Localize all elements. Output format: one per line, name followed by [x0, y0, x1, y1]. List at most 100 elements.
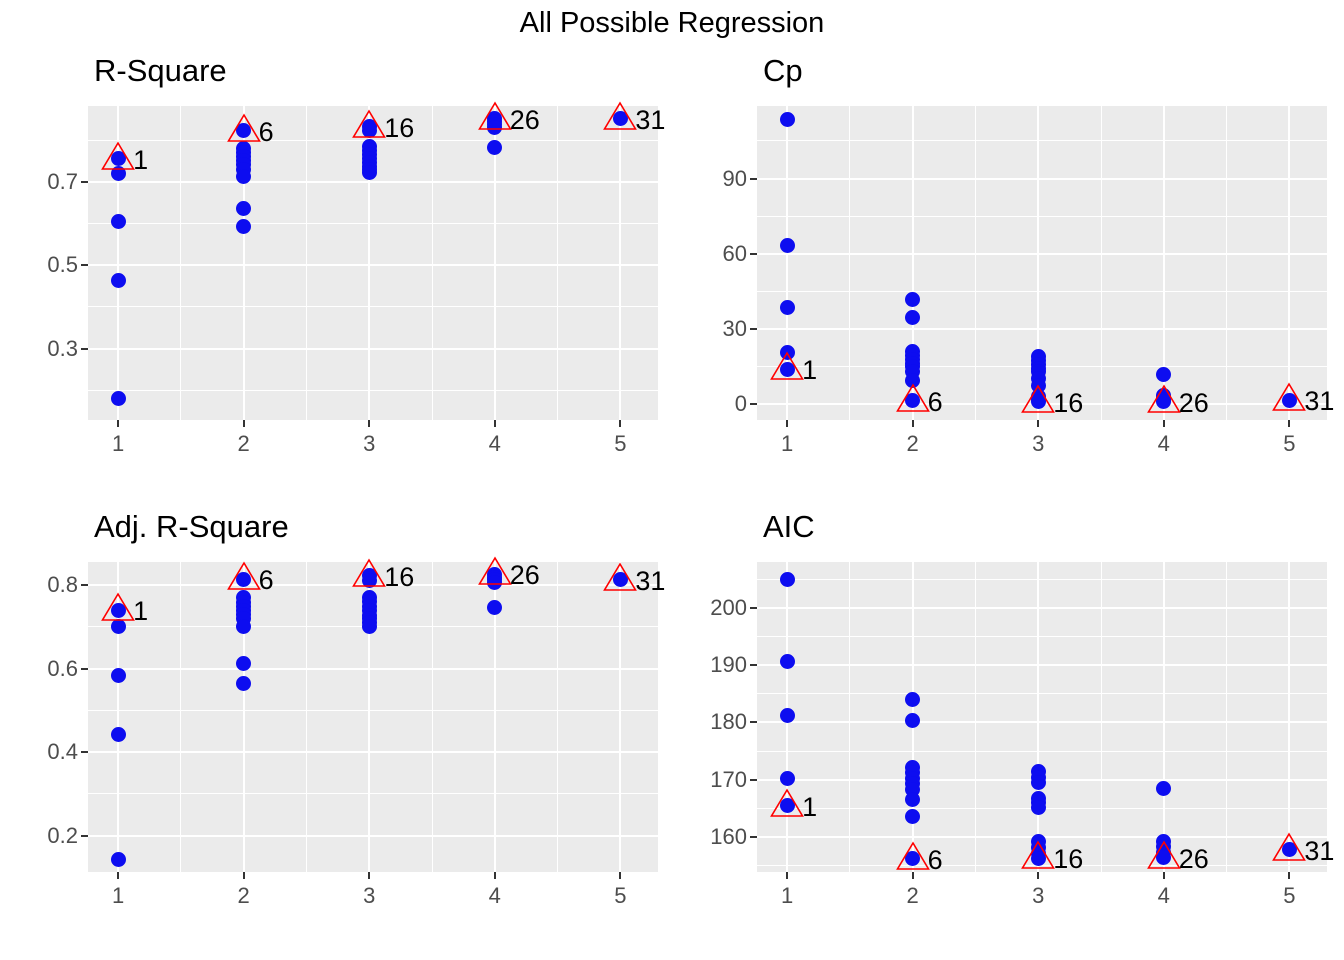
- gridline-major: [88, 834, 658, 837]
- data-point: [779, 361, 795, 377]
- gridline-minor: [974, 106, 976, 420]
- y-axis-tick: [81, 667, 88, 670]
- data-point: [110, 272, 126, 288]
- x-axis-tick: [1037, 872, 1040, 879]
- x-axis-tick: [911, 420, 914, 427]
- data-point: [110, 852, 126, 868]
- data-point: [236, 200, 252, 216]
- best-model-label: 1: [802, 355, 818, 386]
- gridline-minor: [180, 562, 182, 872]
- gridline-minor: [557, 106, 559, 420]
- x-tick-label: 1: [112, 431, 125, 456]
- best-model-triangle-icon: [1021, 840, 1056, 870]
- best-model-triangle-icon: [1272, 832, 1307, 862]
- y-axis-tick: [81, 834, 88, 837]
- x-axis-tick: [1162, 872, 1165, 879]
- gridline-minor: [1100, 562, 1102, 872]
- x-axis-tick: [117, 872, 120, 879]
- best-model-label: 16: [1053, 844, 1084, 875]
- gridline-minor: [431, 562, 433, 872]
- y-axis-tick: [81, 264, 88, 267]
- data-point: [361, 165, 377, 181]
- gridline-minor: [1226, 106, 1228, 420]
- chart-title: All Possible Regression: [519, 7, 825, 39]
- gridline-major: [757, 177, 1327, 180]
- x-tick-label: 2: [237, 431, 250, 456]
- best-model-triangle-icon: [1146, 840, 1181, 870]
- best-model-triangle-icon: [895, 841, 930, 871]
- data-point: [236, 656, 252, 672]
- y-axis-tick: [750, 403, 757, 406]
- data-point: [1030, 850, 1046, 866]
- gridline-major: [619, 562, 622, 872]
- data-point: [779, 771, 795, 787]
- data-point: [236, 168, 252, 184]
- gridline-major: [493, 106, 496, 420]
- data-point: [1156, 850, 1172, 866]
- best-model-triangle-icon: [226, 113, 261, 143]
- gridline-major: [757, 721, 1327, 724]
- gridline-major: [88, 751, 658, 754]
- y-axis-tick: [750, 606, 757, 609]
- best-model-label: 6: [258, 565, 274, 596]
- data-point: [236, 676, 252, 692]
- panel-title-cp: Cp: [763, 53, 803, 88]
- gridline-minor: [757, 140, 1327, 142]
- y-axis-tick: [750, 177, 757, 180]
- y-tick-label: 160: [710, 824, 747, 850]
- x-tick-label: 3: [1032, 431, 1045, 456]
- x-axis-tick: [1288, 420, 1291, 427]
- y-axis-tick: [750, 778, 757, 781]
- y-axis-tick: [81, 583, 88, 586]
- gridline-major: [1162, 106, 1165, 420]
- data-point: [487, 600, 503, 616]
- data-point: [905, 809, 921, 825]
- gridline-major: [493, 562, 496, 872]
- y-tick-label: 190: [710, 652, 747, 678]
- data-point: [487, 140, 503, 156]
- x-tick-label: 2: [906, 431, 919, 456]
- x-axis-tick: [786, 872, 789, 879]
- y-axis-tick: [81, 347, 88, 350]
- x-tick-label: 3: [1032, 883, 1045, 908]
- y-tick-label: 90: [722, 165, 747, 191]
- y-axis-tick: [750, 252, 757, 255]
- gridline-minor: [974, 562, 976, 872]
- data-point: [612, 111, 628, 126]
- gridline-minor: [757, 215, 1327, 217]
- data-point: [361, 618, 377, 634]
- gridline-minor: [305, 562, 307, 872]
- best-model-triangle-icon: [477, 556, 512, 586]
- data-point: [110, 602, 126, 618]
- data-point: [779, 798, 795, 814]
- y-tick-label: 0.2: [47, 822, 78, 848]
- best-model-triangle-icon: [352, 558, 387, 588]
- best-model-label: 16: [384, 112, 415, 143]
- data-point: [110, 727, 126, 743]
- gridline-minor: [180, 106, 182, 420]
- gridline-major: [1288, 106, 1291, 420]
- best-model-triangle-icon: [1146, 384, 1181, 414]
- data-point: [905, 310, 921, 326]
- y-axis-tick: [750, 721, 757, 724]
- best-model-label: 6: [927, 386, 943, 417]
- best-model-triangle-icon: [770, 351, 805, 381]
- gridline-major: [368, 562, 371, 872]
- data-point: [361, 122, 377, 138]
- gridline-minor: [757, 865, 1327, 867]
- panel-title-r-square: R-Square: [94, 53, 227, 88]
- data-point: [779, 111, 795, 127]
- x-axis-tick: [1162, 420, 1165, 427]
- gridline-minor: [757, 578, 1327, 580]
- best-model-label: 31: [635, 104, 666, 135]
- data-point: [1156, 781, 1172, 797]
- x-tick-label: 3: [363, 883, 376, 908]
- gridline-minor: [757, 750, 1327, 752]
- x-tick-label: 1: [781, 431, 794, 456]
- data-point: [779, 572, 795, 588]
- y-tick-label: 180: [710, 709, 747, 735]
- x-tick-label: 2: [237, 883, 250, 908]
- gridline-major: [911, 106, 914, 420]
- x-axis-tick: [911, 872, 914, 879]
